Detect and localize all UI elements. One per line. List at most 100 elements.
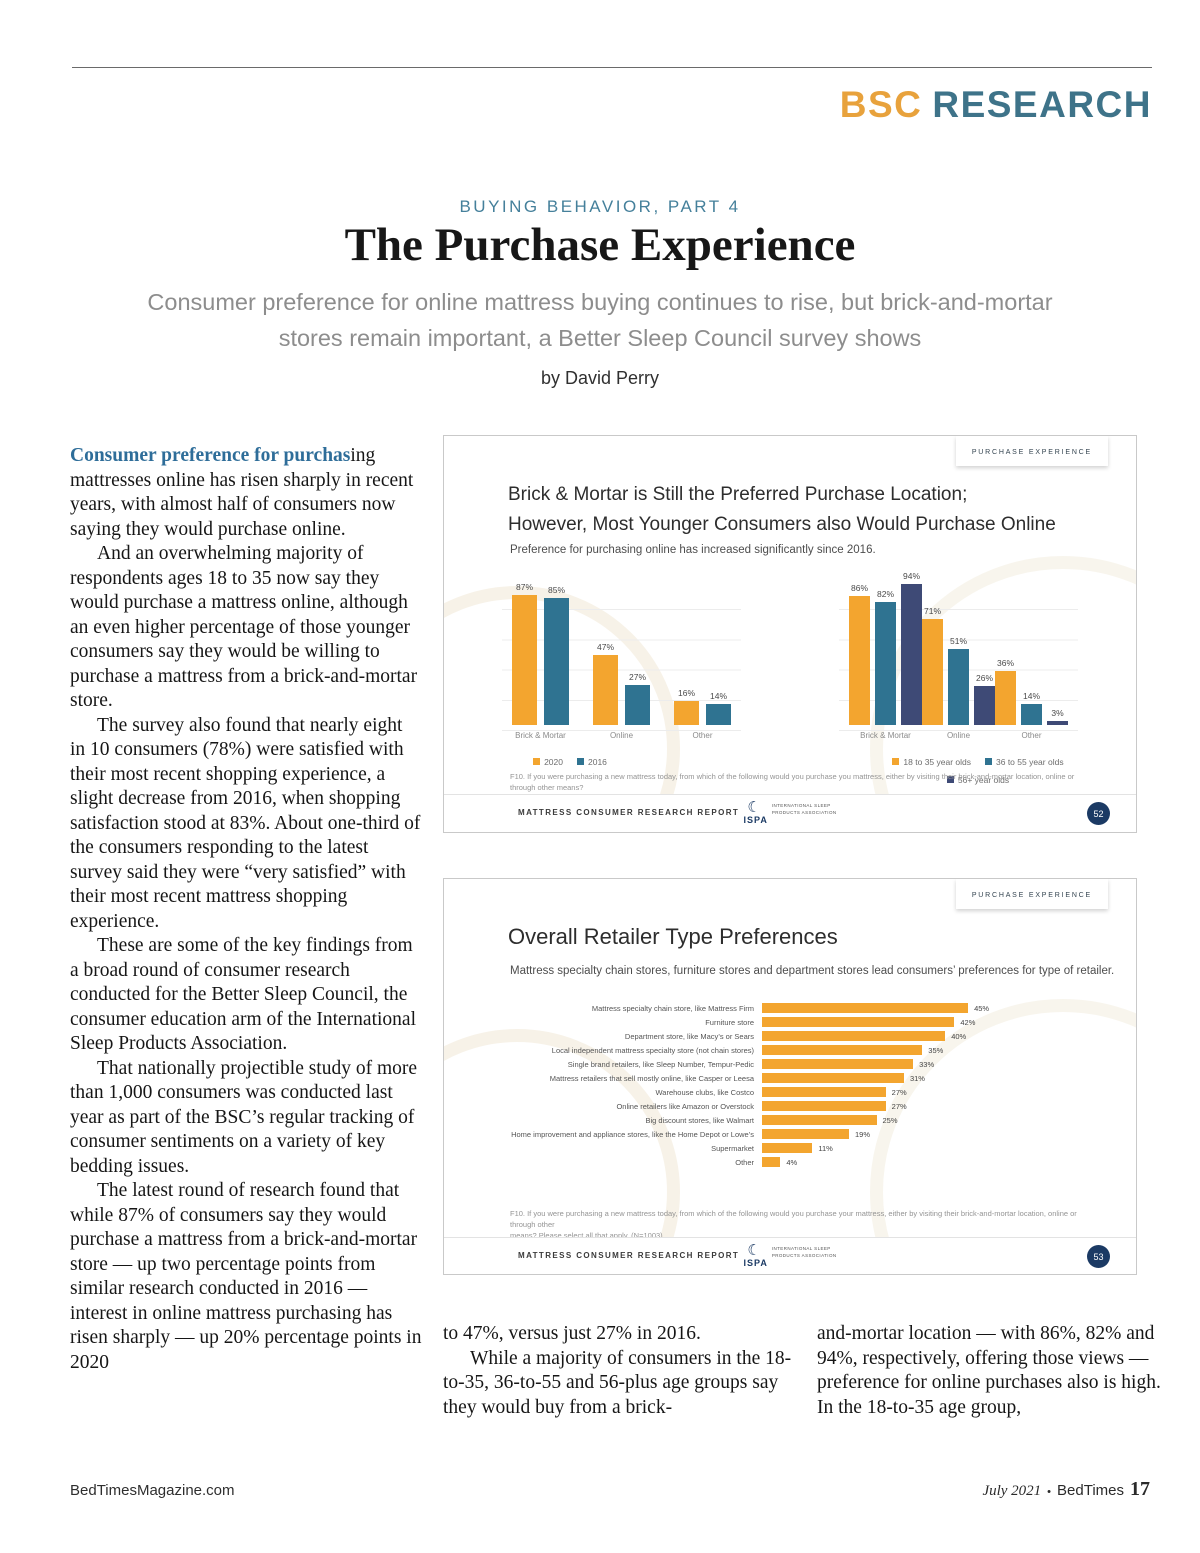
hbar-rect bbox=[762, 1017, 955, 1027]
hbar-category-label: Big discount stores, like Walmart bbox=[645, 1115, 754, 1125]
bar-groups: 87% 85% Brick & Mortar 47% 27% Online 16% 14% Ot… bbox=[502, 568, 741, 748]
bar-value-label: 86% bbox=[850, 583, 868, 593]
hbar-value-label: 42% bbox=[960, 1017, 976, 1027]
hbar-row: Online retailers like Amazon or Overstoc… bbox=[502, 1099, 1102, 1113]
hbar-rect bbox=[762, 1157, 781, 1167]
issue-date: July 2021 bbox=[982, 1483, 1042, 1499]
gridlines bbox=[502, 580, 741, 731]
bar-rect bbox=[1021, 704, 1042, 725]
legend-label: 2016 bbox=[588, 756, 607, 767]
bar-group: 86% 82% 94% Brick & Mortar bbox=[849, 571, 922, 748]
bar: 86% bbox=[849, 583, 870, 725]
bar-value-label: 47% bbox=[596, 641, 614, 652]
ispa-name: ISPA bbox=[743, 815, 768, 825]
bar-rect bbox=[974, 686, 995, 725]
bar-group: 71% 51% 26% Online bbox=[922, 606, 995, 749]
slide-footnote: F10. If you were purchasing a new mattre… bbox=[510, 772, 1075, 803]
hbar-value-label: 25% bbox=[882, 1115, 898, 1125]
bar: 94% bbox=[901, 571, 922, 725]
legend-item: 2016 bbox=[577, 757, 607, 767]
hbar-category-label: Furniture store bbox=[705, 1017, 754, 1027]
bar-value-label: 16% bbox=[677, 688, 695, 698]
hbar-value-label: 11% bbox=[818, 1143, 833, 1153]
hbar-category-label: Single brand retailers, like Sleep Numbe… bbox=[567, 1059, 754, 1069]
hbar-row: Warehouse clubs, like Costco 27% bbox=[502, 1085, 1102, 1099]
slide-page-badge: 52 bbox=[1087, 802, 1110, 825]
hbar-category-label: Department store, like Macy’s or Sears bbox=[624, 1031, 754, 1041]
bar-value-label: 94% bbox=[902, 571, 920, 581]
legend-item: 2020 bbox=[533, 757, 563, 767]
bar-value-label: 26% bbox=[975, 673, 993, 683]
bar-pair: 36% 14% 3% bbox=[995, 658, 1068, 725]
hbar-value-label: 35% bbox=[928, 1045, 944, 1055]
hbar-category-label: Other bbox=[735, 1157, 754, 1167]
hbar-category-label: Online retailers like Amazon or Overstoc… bbox=[616, 1101, 754, 1111]
bar-value-label: 14% bbox=[709, 691, 727, 701]
bar-pair: 47% 27% bbox=[593, 641, 650, 725]
bar: 16% bbox=[674, 688, 699, 725]
hbar-rect bbox=[762, 1101, 886, 1111]
bar: 71% bbox=[922, 606, 943, 725]
slide-subtitle: Preference for purchasing online has inc… bbox=[510, 544, 876, 556]
bar-group: 87% 85% Brick & Mortar bbox=[512, 582, 569, 749]
bar-rect bbox=[948, 648, 969, 725]
bar-pair: 87% 85% bbox=[512, 581, 569, 725]
article-column-left: Consumer preference for purchasing mattr… bbox=[70, 444, 422, 1375]
ispa-org-name: INTERNATIONAL SLEEP PRODUCTS ASSOCIATION bbox=[772, 1246, 837, 1260]
bar-value-label: 14% bbox=[1022, 691, 1040, 701]
slide-footer: MATTRESS CONSUMER RESEARCH REPORT ☾ ISPA… bbox=[444, 1237, 1136, 1274]
bar: 85% bbox=[544, 584, 569, 725]
bar-rect bbox=[901, 584, 922, 725]
legend-swatch bbox=[577, 758, 584, 765]
category-label: Online bbox=[946, 731, 971, 740]
slide-tab: PURCHASE EXPERIENCE bbox=[955, 879, 1108, 909]
bsc-research-logo: BSC RESEARCH bbox=[840, 84, 1152, 126]
bar-rect bbox=[1047, 720, 1068, 725]
bar-group: 36% 14% 3% Other bbox=[995, 658, 1068, 748]
ispa-logo: ☾ ISPA INTERNATIONAL SLEEP PRODUCTS ASSO… bbox=[743, 800, 836, 825]
article-paragraph: to 47%, versus just 27% in 2016. bbox=[443, 1323, 701, 1344]
research-slide-retailer-preferences: PURCHASE EXPERIENCE Overall Retailer Typ… bbox=[443, 878, 1137, 1275]
grouped-bar-charts: 87% 85% Brick & Mortar 47% 27% Online 16% 14% Ot… bbox=[502, 568, 1078, 748]
bar: 51% bbox=[948, 636, 969, 725]
ispa-org-name: INTERNATIONAL SLEEP PRODUCTS ASSOCIATION bbox=[772, 803, 837, 817]
hbar-row: Furniture store 42% bbox=[502, 1015, 1102, 1029]
hbar-row: Supermarket 11% bbox=[502, 1141, 1102, 1155]
hbar-value-label: 4% bbox=[786, 1157, 798, 1167]
article-paragraph: and-mortar location — with 86%, 82% and … bbox=[817, 1323, 1161, 1418]
bar-value-label: 36% bbox=[996, 658, 1014, 668]
bar-panel-by-year: 87% 85% Brick & Mortar 47% 27% Online 16% 14% Ot… bbox=[502, 568, 741, 748]
bar-pair: 16% 14% bbox=[674, 688, 731, 725]
legend-label: 36 to 55 year olds bbox=[996, 756, 1064, 767]
bar-groups: 86% 82% 94% Brick & Mortar 71% 51% 26% Online 36… bbox=[839, 568, 1078, 748]
hbar-row: Big discount stores, like Walmart 25% bbox=[502, 1113, 1102, 1127]
hbar-rect bbox=[762, 1087, 886, 1097]
bar: 47% bbox=[593, 641, 618, 725]
slide-tab: PURCHASE EXPERIENCE bbox=[955, 436, 1108, 466]
bar-value-label: 87% bbox=[515, 581, 533, 592]
bar-rect bbox=[512, 594, 537, 725]
bar-group: 16% 14% Other bbox=[674, 688, 731, 748]
bar-panel-by-age: 86% 82% 94% Brick & Mortar 71% 51% 26% Online 36… bbox=[839, 568, 1078, 748]
ispa-mark: ☾ ISPA bbox=[743, 800, 767, 825]
horizontal-bar-chart: Mattress specialty chain store, like Mat… bbox=[502, 1001, 1102, 1169]
bar-rect bbox=[674, 701, 699, 725]
article-paragraph: And an overwhelming majority of responde… bbox=[70, 543, 418, 711]
hbar-row: Mattress retailers that sell mostly onli… bbox=[502, 1071, 1102, 1085]
bar: 14% bbox=[1021, 691, 1042, 725]
article-title: The Purchase Experience bbox=[344, 219, 856, 271]
legend-by-year: 2020 2016 bbox=[444, 752, 696, 770]
article-deck: Consumer preference for online mattress … bbox=[147, 289, 1053, 352]
hbar-row: Department store, like Macy’s or Sears 40… bbox=[502, 1029, 1102, 1043]
ispa-org-line: INTERNATIONAL SLEEP bbox=[771, 802, 831, 808]
bar-rect bbox=[593, 654, 618, 725]
hbar-category-label: Home improvement and appliance stores, l… bbox=[511, 1129, 754, 1139]
bar-rect bbox=[544, 597, 569, 725]
byline: by David Perry bbox=[540, 368, 660, 388]
bar-value-label: 3% bbox=[1051, 707, 1064, 718]
legend-item: 36 to 55 year olds bbox=[985, 757, 1064, 767]
bar-rect bbox=[922, 618, 943, 725]
hbar-rect bbox=[762, 1045, 923, 1055]
hbar-rect bbox=[762, 1059, 914, 1069]
bar-value-label: 85% bbox=[547, 584, 565, 595]
